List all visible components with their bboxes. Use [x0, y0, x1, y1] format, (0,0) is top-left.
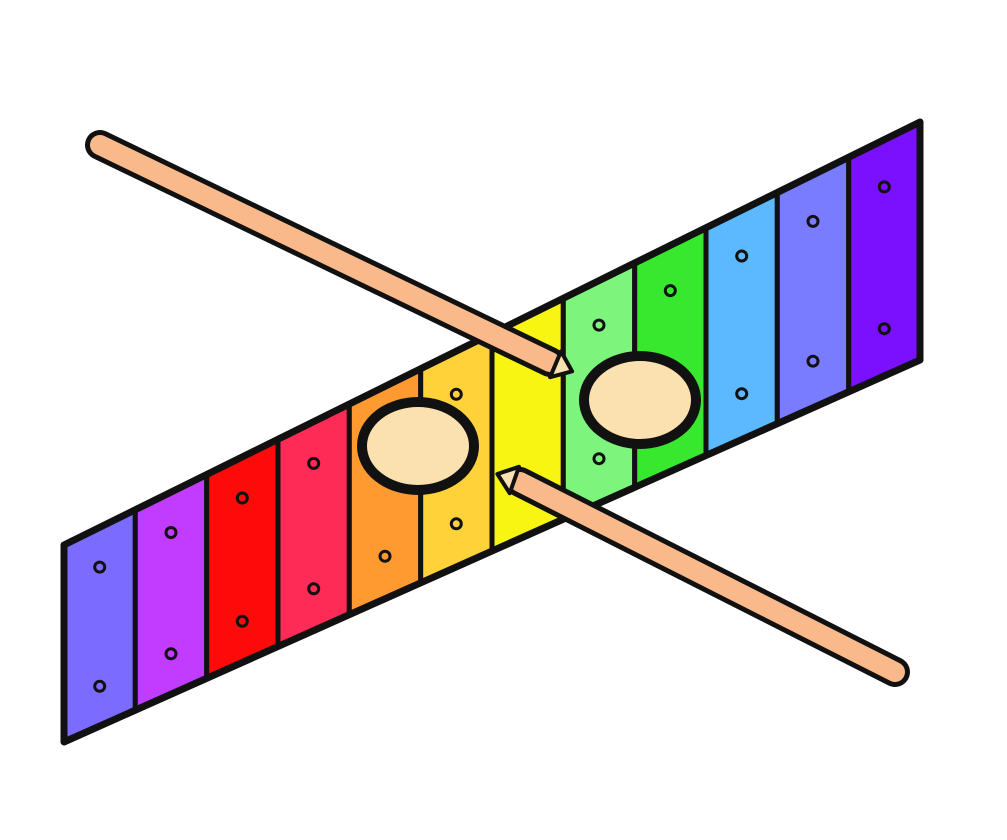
bar-rivet — [235, 614, 249, 628]
mallet-lower — [357, 397, 910, 687]
mallet-collar — [495, 464, 521, 496]
mallet-collar — [548, 349, 575, 380]
bar-rivet — [592, 452, 606, 466]
xylophone-bar — [61, 507, 138, 745]
bar-rivet — [663, 284, 677, 298]
bar-rivet — [378, 549, 392, 563]
mallet-head — [357, 397, 479, 495]
bar-rivet — [235, 491, 249, 505]
mallet-upper — [85, 130, 701, 449]
bar-rivet — [307, 582, 321, 596]
bar-rivet — [735, 249, 749, 263]
bar-rivet — [877, 322, 891, 336]
xylophone-bar — [132, 472, 210, 713]
bar-rivet — [877, 180, 891, 194]
xylophone-bar — [703, 190, 780, 458]
xylophone-bar — [204, 436, 281, 681]
mallet-stick — [90, 135, 560, 372]
xylophone-bar — [275, 401, 352, 649]
bar-rivet — [735, 387, 749, 401]
xylophone-frame — [60, 118, 924, 746]
bar-rivet — [449, 517, 463, 531]
bar-rivet — [164, 647, 178, 661]
xylophone-bar — [846, 119, 923, 395]
bar-rivet — [806, 354, 820, 368]
bar-rivet — [93, 679, 107, 693]
bar-rivet — [93, 560, 107, 574]
bar-rivet — [592, 318, 606, 332]
bar-rivet — [307, 456, 321, 470]
bar-rivet — [164, 526, 178, 539]
mallet-stick — [510, 472, 905, 682]
mallet-head — [579, 351, 701, 449]
xylophone-bar — [774, 154, 852, 427]
bar-rivet — [806, 214, 820, 228]
xylophone-bars — [60, 118, 924, 746]
bar-rivet — [449, 387, 463, 401]
